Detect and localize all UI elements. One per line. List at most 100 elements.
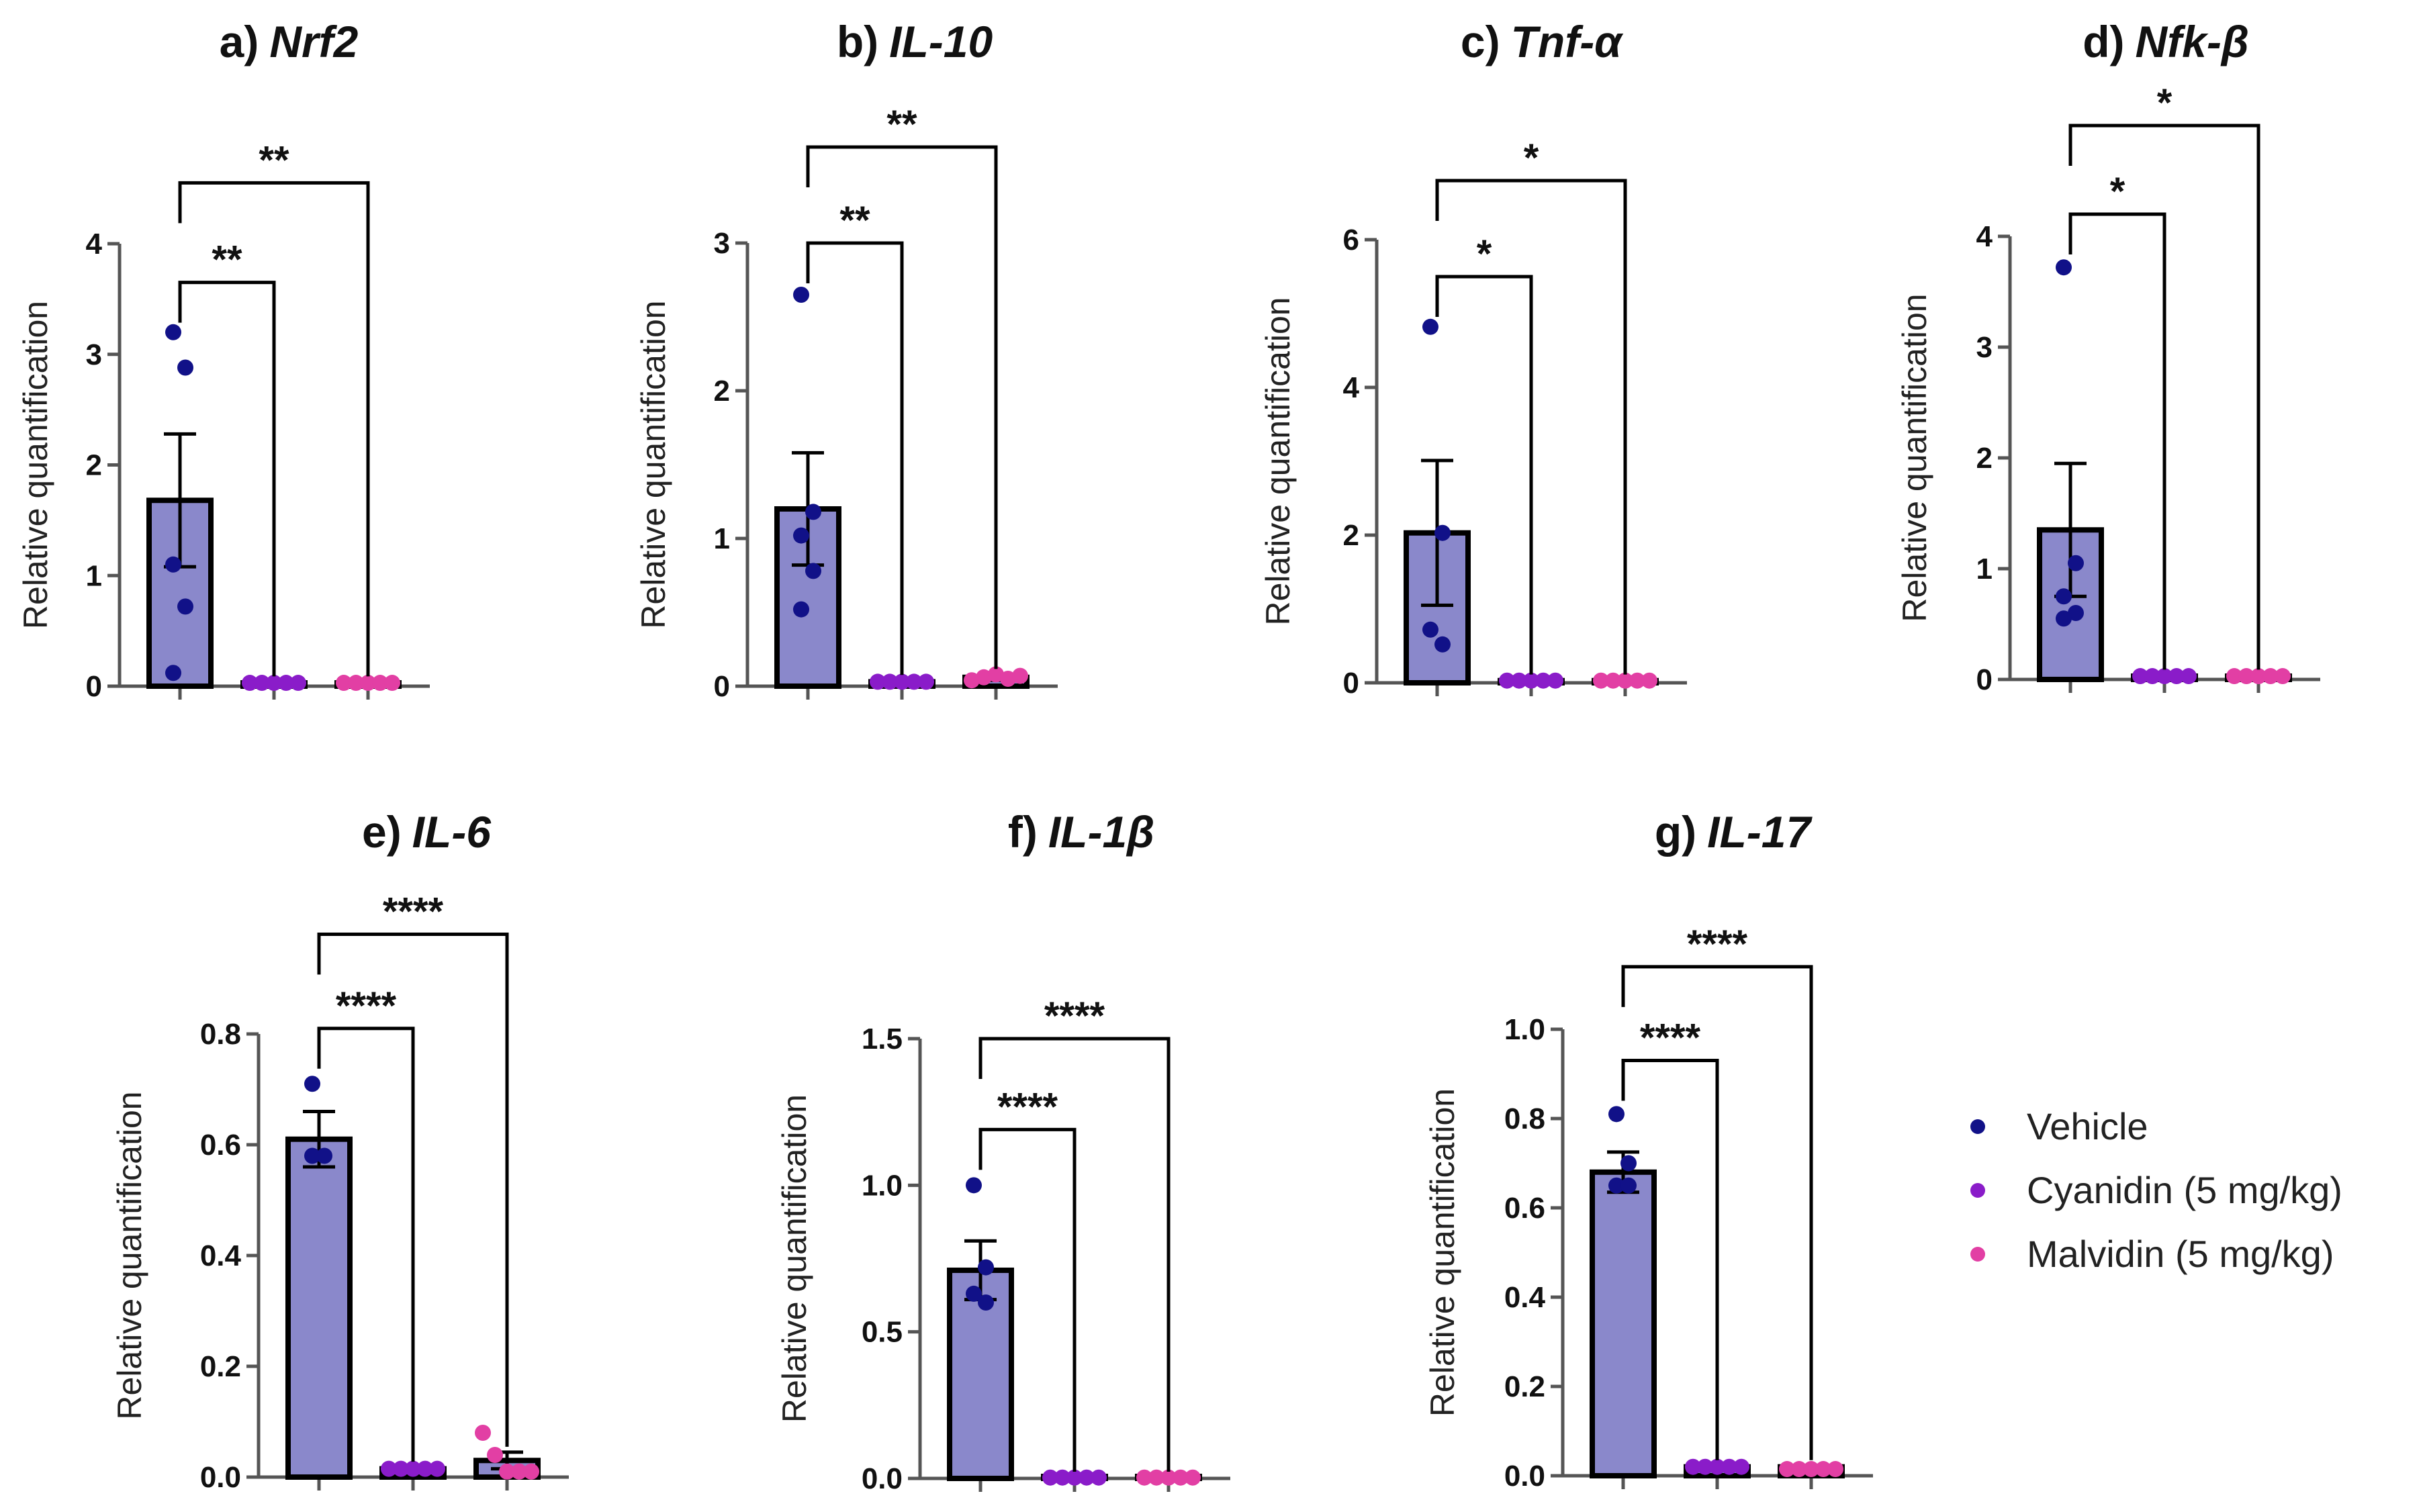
data-point: [2056, 588, 2072, 605]
panel-gene: IL-6: [412, 807, 492, 857]
data-point: [372, 675, 388, 692]
data-point: [242, 675, 258, 692]
data-point: [2132, 668, 2148, 685]
significance-bracket: [806, 241, 904, 675]
significance-label: **: [839, 199, 870, 242]
data-point: [1803, 1461, 1819, 1478]
panel-title: b) IL-10: [837, 17, 993, 66]
data-point: [1535, 672, 1551, 689]
legend-marker: [1970, 1183, 1985, 1198]
data-point: [1012, 667, 1028, 684]
y-axis-label: Relative quantification: [111, 1091, 148, 1419]
y-tick-label: 0: [86, 670, 102, 703]
data-point: [906, 673, 922, 690]
data-point: [278, 675, 294, 692]
data-point: [2156, 668, 2173, 685]
data-point: [1815, 1461, 1831, 1478]
panel-gene: IL-10: [889, 17, 993, 66]
data-point: [988, 666, 1004, 683]
y-tick-label: 2: [1976, 442, 1993, 475]
panel-a: a) Nrf2 Relative quantification 0 1 2 3 4 ** **: [17, 17, 430, 703]
significance-bracket: [178, 281, 276, 677]
significance-bracket: [178, 181, 370, 677]
panel-f: f) IL-1β Relative quantification 0.0 0.5 1.0 1…: [776, 807, 1230, 1495]
y-tick-label: 4: [86, 228, 103, 261]
y-tick-label: 0.4: [200, 1239, 242, 1272]
data-point: [316, 1147, 332, 1164]
y-tick-label: 0: [1343, 667, 1359, 700]
data-point: [978, 1294, 994, 1311]
data-point: [1434, 524, 1451, 541]
data-point: [918, 673, 934, 690]
data-point: [165, 324, 181, 340]
significance-label: ****: [1044, 994, 1105, 1038]
data-point: [304, 1147, 320, 1164]
significance-bracket: [1621, 1059, 1719, 1460]
significance-bracket: [1621, 965, 1813, 1460]
data-point: [1791, 1461, 1807, 1478]
y-tick-label: 0: [1976, 663, 1993, 696]
significance-label: ****: [336, 984, 397, 1028]
data-point: [870, 673, 886, 690]
legend-label: Vehicle: [2027, 1105, 2148, 1147]
data-point: [1617, 672, 1633, 689]
data-point: [1148, 1469, 1164, 1486]
data-point: [360, 675, 376, 692]
y-axis-label: Relative quantification: [776, 1094, 813, 1423]
y-tick-label: 4: [1343, 371, 1360, 404]
y-tick-label: 1: [1976, 553, 1993, 585]
panel-c: c) Tnf-α Relative quantification 0 2 4 6 * *: [1259, 17, 1687, 700]
y-tick-label: 0.4: [1504, 1281, 1546, 1314]
y-tick-label: 0.2: [1504, 1370, 1545, 1403]
data-point: [1620, 1155, 1637, 1172]
data-point: [523, 1463, 539, 1480]
data-point: [177, 598, 193, 615]
data-point: [348, 675, 364, 692]
y-tick-label: 0.5: [862, 1316, 903, 1349]
y-tick-label: 2: [714, 375, 730, 408]
data-point: [1042, 1469, 1058, 1486]
panel-title: c) Tnf-α: [1461, 17, 1624, 66]
y-axis-label: Relative quantification: [635, 300, 672, 628]
panel-letter: g): [1655, 807, 1696, 857]
y-tick-label: 0: [714, 670, 730, 703]
significance-bracket: [2068, 212, 2166, 670]
panel-title: f) IL-1β: [1008, 807, 1154, 857]
data-point: [964, 672, 980, 689]
data-point: [1136, 1469, 1152, 1486]
significance-bracket: [317, 933, 509, 1447]
y-tick-label: 2: [1343, 519, 1359, 552]
data-point: [1685, 1458, 1701, 1475]
data-point: [2250, 668, 2267, 685]
data-point: [254, 675, 270, 692]
data-point: [417, 1460, 433, 1477]
significance-label: ****: [1640, 1017, 1701, 1060]
panel-gene: Nfk-β: [2136, 17, 2249, 66]
data-point: [1827, 1461, 1843, 1478]
y-tick-label: 6: [1343, 224, 1359, 256]
data-point: [2056, 259, 2072, 276]
panel-title: g) IL-17: [1655, 807, 1813, 857]
significance-label: **: [259, 138, 289, 182]
panel-g: g) IL-17 Relative quantification 0.0 0.2 0.4 0…: [1424, 807, 1873, 1493]
data-point: [177, 359, 193, 376]
data-point: [511, 1463, 527, 1480]
data-point: [1547, 672, 1563, 689]
y-axis-label: Relative quantification: [1259, 297, 1297, 625]
data-point: [2238, 668, 2254, 685]
panel-d: d) Nfk-β Relative quantification 0 1 2 3 4 * *: [1896, 17, 2320, 696]
y-tick-label: 1.0: [1504, 1013, 1545, 1046]
data-point: [499, 1463, 515, 1480]
data-point: [487, 1447, 503, 1463]
legend-marker: [1970, 1119, 1985, 1134]
legend-label: Cyanidin (5 mg/kg): [2027, 1169, 2342, 1211]
panel-title: a) Nrf2: [220, 17, 359, 66]
data-point: [2168, 668, 2185, 685]
legend-label: Malvidin (5 mg/kg): [2027, 1233, 2334, 1275]
significance-label: ****: [1687, 923, 1748, 966]
data-point: [976, 669, 992, 686]
significance-bracket: [2068, 124, 2260, 670]
